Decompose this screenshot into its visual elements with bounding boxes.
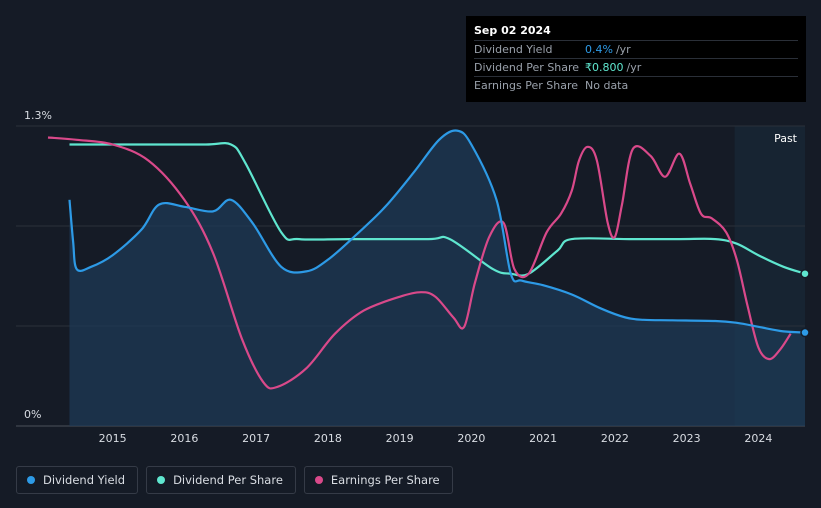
legend: Dividend Yield Dividend Per Share Earnin…: [16, 466, 453, 494]
y-axis-bottom-label: 0%: [24, 408, 41, 421]
dividend-yield-line: [68, 129, 806, 334]
tooltip-row-earnings-per-share: Earnings Per Share No data: [474, 77, 798, 94]
tooltip-value: No data: [585, 79, 629, 92]
tooltip-label: Earnings Per Share: [474, 79, 579, 92]
x-tick-label: 2020: [457, 432, 485, 445]
tooltip: Sep 02 2024 Dividend Yield 0.4% /yr Divi…: [466, 16, 806, 102]
tooltip-date: Sep 02 2024: [474, 22, 798, 41]
y-axis-top-label: 1.3%: [24, 109, 52, 122]
x-tick-label: 2018: [314, 432, 342, 445]
tooltip-label: Dividend Per Share: [474, 61, 580, 74]
tooltip-row-dividend-per-share: Dividend Per Share ₹0.800 /yr: [474, 59, 798, 77]
dividend-yield-area: [69, 130, 805, 427]
legend-item-dividend-yield[interactable]: Dividend Yield: [16, 466, 139, 494]
legend-dot-icon: [157, 476, 166, 484]
legend-item-dividend-per-share[interactable]: Dividend Per Share: [146, 466, 296, 494]
x-tick-label: 2024: [744, 432, 772, 445]
legend-item-earnings-per-share[interactable]: Earnings Per Share: [303, 466, 453, 494]
legend-label: Earnings Per Share: [330, 473, 440, 487]
dividend-per-share-line: [69, 142, 806, 277]
x-tick-label: 2019: [386, 432, 414, 445]
earnings-per-share-line: [47, 136, 792, 390]
tooltip-unit: /yr: [615, 43, 631, 56]
tooltip-value: ₹0.800: [585, 61, 624, 74]
x-tick-label: 2017: [242, 432, 270, 445]
past-label: Past: [774, 132, 798, 145]
x-tick-label: 2015: [99, 432, 127, 445]
legend-label: Dividend Per Share: [173, 473, 283, 487]
legend-dot-icon: [27, 476, 35, 484]
tooltip-row-dividend-yield: Dividend Yield 0.4% /yr: [474, 41, 798, 59]
tooltip-label: Dividend Yield: [474, 43, 553, 56]
x-tick-label: 2023: [673, 432, 701, 445]
legend-label: Dividend Yield: [43, 473, 126, 487]
dividend-yield-end-marker[interactable]: [800, 327, 810, 338]
tooltip-value: 0.4%: [585, 43, 613, 56]
dividend-per-share-end-marker[interactable]: [800, 268, 810, 279]
x-tick-label: 2021: [529, 432, 557, 445]
x-tick-label: 2016: [170, 432, 198, 445]
legend-dot-icon: [314, 476, 323, 484]
tooltip-unit: /yr: [626, 61, 642, 74]
x-tick-label: 2022: [601, 432, 629, 445]
